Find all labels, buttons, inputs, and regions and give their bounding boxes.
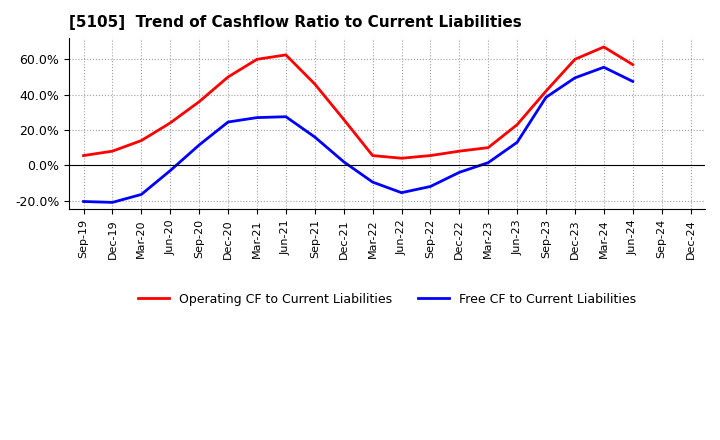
Free CF to Current Liabilities (166, 168, 174, 173)
Free CF to Current Liabilities (513, 139, 521, 145)
Free CF to Current Liabilities (137, 192, 145, 197)
Operating CF to Current Liabilities (397, 156, 406, 161)
Operating CF to Current Liabilities (426, 153, 435, 158)
Operating CF to Current Liabilities (571, 57, 580, 62)
Free CF to Current Liabilities (79, 199, 88, 204)
Free CF to Current Liabilities (484, 160, 492, 165)
Free CF to Current Liabilities (253, 115, 261, 120)
Legend: Operating CF to Current Liabilities, Free CF to Current Liabilities: Operating CF to Current Liabilities, Fre… (133, 288, 641, 311)
Operating CF to Current Liabilities (108, 149, 117, 154)
Free CF to Current Liabilities (368, 180, 377, 185)
Operating CF to Current Liabilities (166, 120, 174, 125)
Free CF to Current Liabilities (310, 134, 319, 139)
Operating CF to Current Liabilities (513, 122, 521, 127)
Free CF to Current Liabilities (397, 190, 406, 195)
Operating CF to Current Liabilities (339, 117, 348, 122)
Free CF to Current Liabilities (629, 79, 637, 84)
Operating CF to Current Liabilities (253, 57, 261, 62)
Operating CF to Current Liabilities (368, 153, 377, 158)
Operating CF to Current Liabilities (195, 99, 204, 104)
Free CF to Current Liabilities (426, 184, 435, 189)
Text: [5105]  Trend of Cashflow Ratio to Current Liabilities: [5105] Trend of Cashflow Ratio to Curren… (69, 15, 522, 30)
Operating CF to Current Liabilities (629, 62, 637, 67)
Free CF to Current Liabilities (455, 170, 464, 175)
Operating CF to Current Liabilities (541, 88, 550, 94)
Line: Free CF to Current Liabilities: Free CF to Current Liabilities (84, 67, 633, 202)
Line: Operating CF to Current Liabilities: Operating CF to Current Liabilities (84, 47, 633, 158)
Free CF to Current Liabilities (339, 159, 348, 165)
Operating CF to Current Liabilities (79, 153, 88, 158)
Operating CF to Current Liabilities (455, 149, 464, 154)
Free CF to Current Liabilities (541, 95, 550, 100)
Free CF to Current Liabilities (195, 142, 204, 147)
Operating CF to Current Liabilities (282, 52, 290, 58)
Operating CF to Current Liabilities (310, 81, 319, 87)
Operating CF to Current Liabilities (600, 44, 608, 50)
Operating CF to Current Liabilities (224, 74, 233, 80)
Free CF to Current Liabilities (282, 114, 290, 119)
Operating CF to Current Liabilities (484, 145, 492, 150)
Free CF to Current Liabilities (108, 200, 117, 205)
Free CF to Current Liabilities (600, 65, 608, 70)
Operating CF to Current Liabilities (137, 138, 145, 143)
Free CF to Current Liabilities (224, 119, 233, 125)
Free CF to Current Liabilities (571, 75, 580, 81)
